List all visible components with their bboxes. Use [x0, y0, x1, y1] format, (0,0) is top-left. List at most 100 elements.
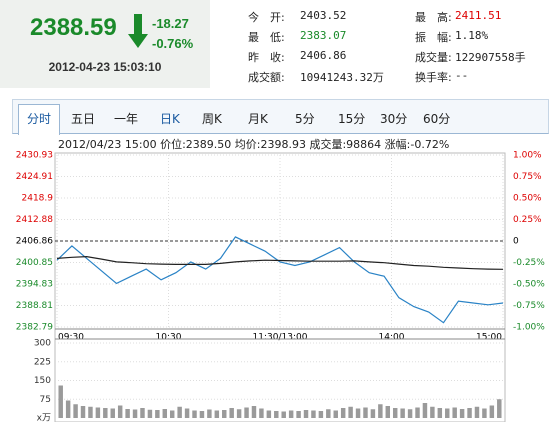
y-tick-label: 2424.91: [16, 172, 53, 182]
info-label: 成交量:: [415, 51, 452, 64]
y-tick-label: 2400.85: [16, 258, 53, 268]
info-value: 2383.07: [300, 29, 347, 42]
volume-bar: [482, 408, 487, 418]
volume-bar: [207, 409, 212, 418]
volume-bar: [363, 407, 368, 418]
info-value: --: [455, 69, 469, 82]
volume-bar: [80, 406, 86, 418]
y-tick-label: 225: [34, 357, 51, 367]
info-value: 2403.52: [300, 9, 347, 22]
change-pct: -0.76%: [152, 36, 194, 51]
change: -18.27: [152, 16, 189, 31]
tab[interactable]: 60分: [423, 112, 451, 126]
volume-bar: [251, 406, 257, 418]
x-tick-label: 15:00: [476, 333, 502, 343]
y2-tick-label: -0.75%: [513, 301, 545, 311]
volume-bar: [274, 411, 279, 418]
volume-bar: [281, 411, 286, 418]
volume-bar: [467, 408, 472, 418]
y2-tick-label: 1.00%: [513, 151, 542, 161]
volume-bar: [95, 407, 101, 418]
volume-bar: [140, 408, 145, 418]
volume-bar: [370, 409, 376, 418]
info-label: 最 高:: [415, 11, 452, 24]
info-label: 换手率:: [415, 71, 452, 84]
volume-bar: [400, 408, 405, 418]
tab[interactable]: 周K: [202, 112, 222, 126]
volume-bar: [415, 407, 420, 418]
tab[interactable]: 五日: [71, 112, 96, 126]
tab[interactable]: 月K: [248, 112, 268, 126]
volume-bar: [340, 408, 346, 418]
y2-tick-label: -1.00%: [513, 323, 545, 333]
volume-bar: [489, 405, 495, 418]
volume-bar: [348, 406, 353, 418]
tab[interactable]: 分时: [18, 104, 61, 135]
volume-bar: [177, 406, 182, 418]
y2-tick-label: -0.50%: [513, 280, 545, 290]
tab[interactable]: 5分: [295, 112, 315, 126]
volume-bar: [73, 404, 78, 418]
info-value: 122907558手: [455, 51, 526, 64]
y2-tick-label: -0.25%: [513, 258, 545, 268]
volume-bar: [474, 406, 480, 418]
info-label: 最 低:: [248, 31, 285, 44]
volume-bar: [155, 410, 160, 418]
y2-tick-label: 0.25%: [513, 215, 542, 225]
volume-bar: [385, 406, 391, 418]
info-value: 1.18%: [455, 29, 489, 42]
volume-bar: [236, 409, 242, 418]
y-tick-label: 2430.93: [16, 151, 53, 161]
volume-bar: [192, 410, 197, 418]
x-tick-label: 10:30: [156, 333, 182, 343]
volume-bar: [422, 403, 428, 418]
quote-panel: 2388.59 -18.27 -0.76% 2012-04-23 15:03:1…: [0, 0, 210, 88]
tab[interactable]: 30分: [380, 112, 408, 126]
volume-bar: [169, 410, 175, 418]
volume-bar: [244, 407, 249, 418]
info-value: 2406.86: [300, 49, 347, 62]
volume-bar: [103, 408, 108, 418]
volume-bar: [125, 409, 130, 418]
info-value: 10941243.32万: [300, 71, 384, 84]
info-label: 今 开:: [248, 11, 285, 24]
volume-bar: [296, 411, 301, 418]
status-line: 2012/04/23 15:00 价位:2389.50 均价:2398.93 成…: [58, 138, 450, 151]
tab-bar: 分时 五日 一年 日K 周K 月K 5分 15分 30分 60分: [12, 99, 549, 135]
tab[interactable]: 日K: [160, 112, 180, 126]
info-label: 昨 收:: [248, 51, 285, 64]
volume-bar: [311, 410, 316, 418]
tab[interactable]: 一年: [114, 112, 139, 126]
y-tick-label: 2394.83: [16, 279, 53, 289]
volume-bar: [222, 410, 227, 418]
volume-bar: [132, 409, 138, 418]
volume-bar: [452, 407, 457, 418]
volume-bar: [378, 404, 383, 418]
volume-bar: [147, 409, 153, 418]
volume-bar: [437, 408, 443, 418]
volume-bar: [445, 408, 450, 418]
y-tick-label: 2382.79: [16, 323, 53, 333]
volume-bar: [497, 399, 502, 418]
volume-bar: [65, 400, 71, 418]
y-tick-label: 150: [34, 376, 51, 386]
volume-bar: [259, 408, 264, 418]
volume-bar: [110, 408, 115, 418]
y2-tick-label: 0.50%: [513, 194, 542, 204]
volume-bar: [288, 410, 294, 418]
volume-bar: [117, 405, 123, 418]
volume-bar: [184, 408, 190, 418]
volume-bar: [326, 409, 331, 418]
info-label: 振 幅:: [415, 31, 452, 44]
y-tick-label: 2406.86: [16, 237, 53, 247]
volume-bar: [58, 385, 63, 418]
x-tick-label: 11:30/13:00: [253, 333, 308, 343]
tab[interactable]: 15分: [338, 112, 366, 126]
y2-tick-label: 0.75%: [513, 172, 542, 182]
x-tick-label: 09:30: [58, 333, 84, 343]
volume-bar: [199, 411, 205, 418]
unit-label: x万: [37, 414, 51, 422]
y-tick-label: 300: [34, 339, 51, 349]
